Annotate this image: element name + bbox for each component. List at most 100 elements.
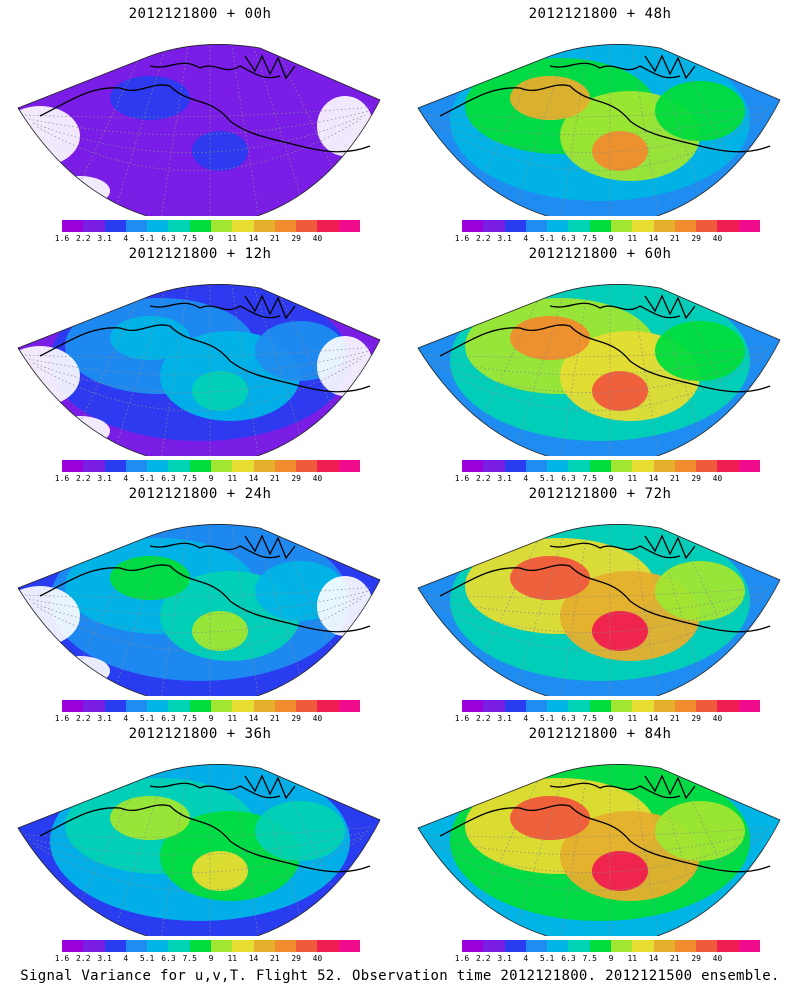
colorbar-swatch: [674, 940, 697, 952]
colorbar-swatch: [232, 460, 254, 472]
colorbar-swatch: [462, 700, 484, 712]
colorbar-swatch: [253, 940, 275, 952]
panel-title: 2012121800 + 72h: [528, 486, 672, 502]
colorbar: [462, 220, 760, 232]
colorbar-swatch: [483, 460, 505, 472]
colorbar-swatch: [568, 460, 590, 472]
colorbar-swatch: [168, 460, 190, 472]
colorbar-tick-label: 9: [608, 234, 614, 243]
colorbar-swatch: [338, 700, 360, 712]
colorbar-swatch: [232, 220, 254, 232]
colorbar-tick-label: 4: [123, 954, 129, 963]
colorbar-tick-label: 3.1: [497, 714, 512, 723]
map-panel: 2012121800 + 48h 1.6 2.2 3.1 4 5.1 6.3 7.5 9 11 14…: [400, 0, 800, 245]
variance-field: [18, 284, 380, 456]
colorbar-tick-label: 5.1: [539, 954, 555, 963]
colorbar-tick-label: 4: [123, 234, 129, 243]
colorbar-swatch: [547, 940, 569, 952]
colorbar-tick-label: 6.3: [561, 234, 576, 243]
colorbar-swatch: [338, 460, 360, 472]
colorbar: [462, 700, 760, 712]
colorbar-swatch: [717, 700, 739, 712]
colorbar-tick-label: 29: [691, 714, 701, 723]
colorbar-swatch: [653, 460, 675, 472]
colorbar-swatch: [696, 460, 718, 472]
colorbar-swatch: [462, 460, 484, 472]
colorbar-tick-label: 4: [123, 714, 129, 723]
colorbar-tick-label: 9: [208, 474, 214, 483]
colorbar-tick-label: 40: [712, 234, 723, 243]
colorbar-tick-label: 1.6: [454, 474, 470, 483]
colorbar-swatch: [210, 940, 233, 952]
colorbar-swatch: [504, 460, 526, 472]
colorbar-swatch: [738, 220, 760, 232]
colorbar-swatch: [462, 220, 484, 232]
colorbar-tick-label: 7.5: [182, 474, 197, 483]
colorbar-tick-label: 2.2: [76, 714, 91, 723]
colorbar-tick-label: 29: [291, 954, 301, 963]
colorbar-swatch: [738, 460, 760, 472]
colorbar-tick-label: 29: [691, 234, 701, 243]
colorbar-tick-label: 11: [627, 714, 638, 723]
colorbar-swatch: [104, 460, 126, 472]
colorbar-swatch: [147, 700, 169, 712]
colorbar: [62, 220, 360, 232]
colorbar-swatch: [338, 220, 360, 232]
colorbar-tick-label: 2.2: [76, 474, 91, 483]
colorbar-tick-label: 3.1: [97, 234, 112, 243]
colorbar-swatch: [104, 220, 126, 232]
colorbar-swatch: [717, 940, 739, 952]
coastline: [39, 54, 371, 153]
colorbar-tick-label: 40: [712, 474, 723, 483]
colorbar-swatch: [296, 940, 318, 952]
colorbar-tick-label: 6.3: [561, 714, 576, 723]
colorbar-swatch: [738, 700, 760, 712]
colorbar-swatch: [610, 700, 633, 712]
variance-field: [418, 44, 780, 216]
colorbar-swatch: [568, 940, 590, 952]
colorbar-swatch: [653, 940, 675, 952]
colorbar-tick-label: 1.6: [54, 954, 70, 963]
colorbar-swatch: [589, 460, 611, 472]
colorbar-tick-label: 21: [670, 234, 680, 243]
colorbar-tick-label: 3.1: [97, 954, 112, 963]
colorbar-tick-label: 40: [712, 954, 723, 963]
colorbar-swatch: [632, 700, 654, 712]
map-panel: 2012121800 + 36h 1.6 2.2 3.1 4 5.1 6.3 7.5 9 11 14…: [0, 720, 400, 965]
map-panel: 2012121800 + 12h 1.6 2.2 3.1 4 5.1 6.3 7.5 9 11 14…: [0, 240, 400, 485]
colorbar-swatch: [317, 700, 339, 712]
colorbar-tick-label: 11: [627, 234, 638, 243]
colorbar-tick-label: 6.3: [161, 234, 176, 243]
colorbar-swatch: [696, 700, 718, 712]
colorbar-tick-label: 14: [248, 714, 259, 723]
colorbar-tick-label: 2.2: [76, 954, 91, 963]
colorbar-swatch: [568, 220, 590, 232]
colorbar-swatch: [210, 220, 233, 232]
colorbar-tick-label: 2.2: [476, 234, 491, 243]
colorbar-swatch: [189, 700, 211, 712]
figure-caption: Signal Variance for u,v,T. Flight 52. Ob…: [20, 968, 780, 984]
colorbar-tick-label: 1.6: [54, 714, 70, 723]
colorbar-tick-label: 5.1: [139, 474, 155, 483]
variance-map: [17, 764, 381, 936]
colorbar-tick-label: 9: [608, 474, 614, 483]
colorbar-swatch: [589, 220, 611, 232]
colorbar-swatch: [83, 700, 105, 712]
coastline: [439, 294, 771, 393]
colorbar: [62, 700, 360, 712]
colorbar-tick-label: 9: [208, 234, 214, 243]
colorbar-swatch: [547, 460, 569, 472]
colorbar-swatch: [83, 220, 105, 232]
colorbar-tick-label: 14: [248, 474, 259, 483]
colorbar-swatch: [525, 700, 548, 712]
colorbar-tick-label: 14: [648, 954, 659, 963]
colorbar-tick-label: 40: [312, 954, 323, 963]
colorbar-ticks: 1.6 2.2 3.1 4 5.1 6.3 7.5 9 11 14 21 29 40: [55, 954, 360, 964]
colorbar-tick-label: 1.6: [454, 714, 470, 723]
colorbar-tick-label: 5.1: [139, 954, 155, 963]
map-panel: 2012121800 + 00h 1.6 2.2 3.1 4 5.1 6.3 7.5 9 11 14…: [0, 0, 400, 245]
colorbar-swatch: [525, 940, 548, 952]
colorbar-swatch: [589, 940, 611, 952]
colorbar-swatch: [674, 700, 697, 712]
